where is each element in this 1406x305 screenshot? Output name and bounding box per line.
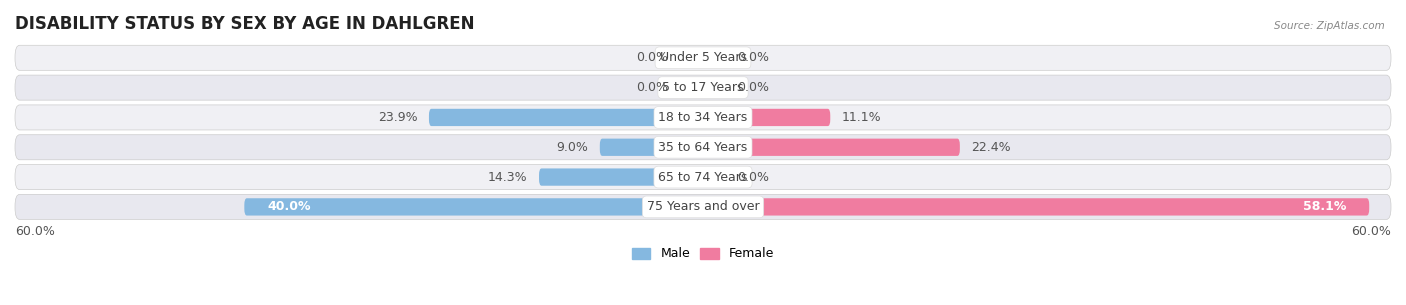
Text: 75 Years and over: 75 Years and over <box>647 200 759 214</box>
FancyBboxPatch shape <box>429 109 703 126</box>
FancyBboxPatch shape <box>600 138 703 156</box>
FancyBboxPatch shape <box>703 168 720 186</box>
Text: 9.0%: 9.0% <box>557 141 588 154</box>
Text: 0.0%: 0.0% <box>737 51 769 64</box>
Legend: Male, Female: Male, Female <box>631 247 775 260</box>
FancyBboxPatch shape <box>703 79 720 96</box>
FancyBboxPatch shape <box>686 79 703 96</box>
Text: DISABILITY STATUS BY SEX BY AGE IN DAHLGREN: DISABILITY STATUS BY SEX BY AGE IN DAHLG… <box>15 15 474 33</box>
FancyBboxPatch shape <box>15 105 1391 130</box>
FancyBboxPatch shape <box>703 138 960 156</box>
Text: 11.1%: 11.1% <box>842 111 882 124</box>
Text: 0.0%: 0.0% <box>637 81 669 94</box>
FancyBboxPatch shape <box>703 198 1369 216</box>
Text: 23.9%: 23.9% <box>378 111 418 124</box>
Text: 60.0%: 60.0% <box>1351 225 1391 239</box>
Text: 14.3%: 14.3% <box>488 170 527 184</box>
Text: 0.0%: 0.0% <box>637 51 669 64</box>
FancyBboxPatch shape <box>245 198 703 216</box>
Text: 60.0%: 60.0% <box>15 225 55 239</box>
FancyBboxPatch shape <box>686 49 703 66</box>
Text: 22.4%: 22.4% <box>972 141 1011 154</box>
FancyBboxPatch shape <box>703 49 720 66</box>
Text: 0.0%: 0.0% <box>737 170 769 184</box>
Text: Source: ZipAtlas.com: Source: ZipAtlas.com <box>1274 21 1385 31</box>
FancyBboxPatch shape <box>703 109 831 126</box>
Text: Under 5 Years: Under 5 Years <box>659 51 747 64</box>
FancyBboxPatch shape <box>15 45 1391 70</box>
Text: 5 to 17 Years: 5 to 17 Years <box>662 81 744 94</box>
Text: 18 to 34 Years: 18 to 34 Years <box>658 111 748 124</box>
FancyBboxPatch shape <box>15 135 1391 160</box>
Text: 40.0%: 40.0% <box>267 200 311 214</box>
Text: 65 to 74 Years: 65 to 74 Years <box>658 170 748 184</box>
Text: 0.0%: 0.0% <box>737 81 769 94</box>
FancyBboxPatch shape <box>538 168 703 186</box>
Text: 58.1%: 58.1% <box>1303 200 1347 214</box>
Text: 35 to 64 Years: 35 to 64 Years <box>658 141 748 154</box>
FancyBboxPatch shape <box>15 194 1391 219</box>
FancyBboxPatch shape <box>15 75 1391 100</box>
FancyBboxPatch shape <box>15 165 1391 190</box>
